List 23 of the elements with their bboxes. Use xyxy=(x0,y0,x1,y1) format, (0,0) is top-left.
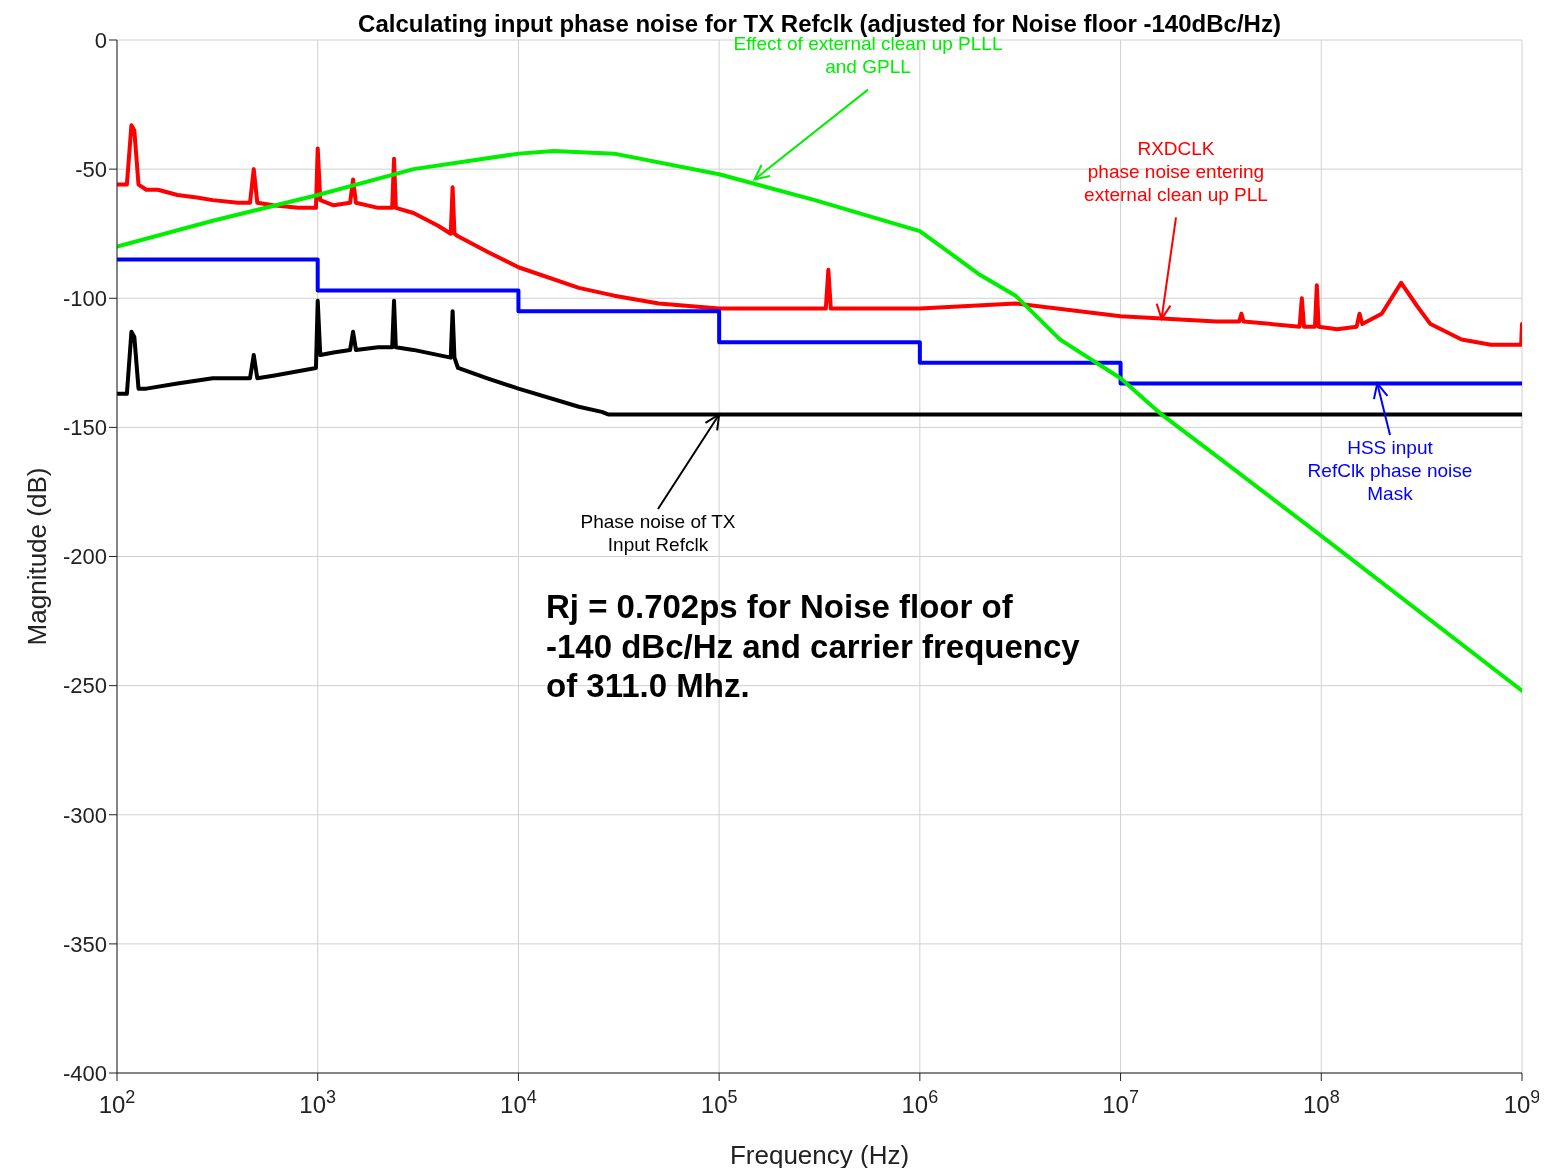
x-tick-label: 10$^{2}$ xyxy=(98,1087,136,1118)
y-tick-label: -200 xyxy=(62,544,107,570)
annotation: Rj = 0.702ps for Noise floor of -140 dBc/Hz and carrier frequency of 311.0 Mhz. xyxy=(546,588,1081,705)
x-tick-label: 10$^{4}$ xyxy=(500,1087,537,1118)
y-tick-label: 0 xyxy=(94,27,107,53)
x-tick-label: 10$^{3}$ xyxy=(299,1087,337,1118)
y-tick-label: -250 xyxy=(62,673,107,699)
x-tick-label: 10$^{8}$ xyxy=(1302,1087,1340,1118)
annotation: RXDCLK phase noise entering external clean up PLL xyxy=(1084,138,1268,205)
y-tick-label: -150 xyxy=(62,415,107,441)
y-tick-label: -100 xyxy=(62,286,107,312)
annotation: Phase noise of TX Input Refclk xyxy=(580,511,736,555)
y-tick-label: -50 xyxy=(75,156,107,182)
x-tick-label: 10$^{9}$ xyxy=(1503,1087,1541,1118)
y-tick-label: -400 xyxy=(62,1060,107,1086)
x-tick-label: 10$^{5}$ xyxy=(700,1087,738,1118)
x-tick-label: 10$^{6}$ xyxy=(901,1087,939,1118)
annotation: HSS input RefClk phase noise Mask xyxy=(1307,437,1473,504)
y-axis-title: Magnitude (dB) xyxy=(22,467,53,646)
y-tick-label: -300 xyxy=(62,802,107,828)
x-tick-label: 10$^{7}$ xyxy=(1102,1087,1139,1118)
y-tick-label: -350 xyxy=(62,931,107,957)
chart-title: Calculating input phase noise for TX Refclk (adjusted for Noise floor -140dBc/Hz) xyxy=(358,10,1281,37)
